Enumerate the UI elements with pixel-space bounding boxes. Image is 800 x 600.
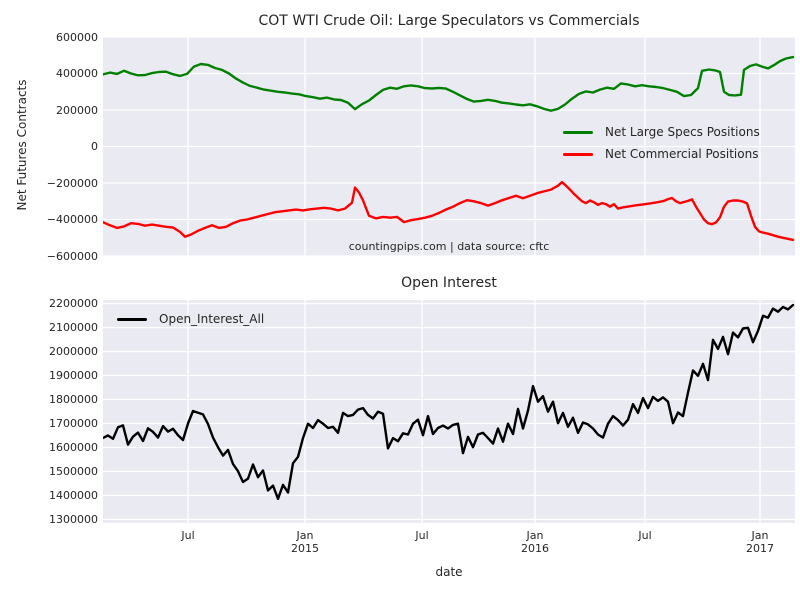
y-tick-label: 1300000 xyxy=(49,513,98,526)
bottom-plot-canvas xyxy=(103,300,795,523)
top-chart-y-axis-label: Net Futures Contracts xyxy=(15,79,29,211)
x-tick-label: Jan 2015 xyxy=(291,529,319,555)
y-tick-label: 200000 xyxy=(56,104,98,117)
watermark-annotation: countingpips.com | data source: cftc xyxy=(348,240,550,253)
legend-label-open-interest: Open_Interest_All xyxy=(159,312,265,326)
x-tick-label: Jan 2016 xyxy=(521,529,549,555)
y-tick-label: −400000 xyxy=(46,213,98,226)
y-tick-label: 1800000 xyxy=(49,393,98,406)
top-chart-title: COT WTI Crude Oil: Large Speculators vs … xyxy=(258,13,640,29)
y-tick-label: 600000 xyxy=(56,31,98,44)
legend-label-commercials: Net Commercial Positions xyxy=(605,147,759,161)
bottom-chart-legend: Open_Interest_All xyxy=(117,308,264,330)
bottom-chart-title: Open Interest xyxy=(401,275,497,291)
green-line-swatch xyxy=(563,130,593,134)
legend-item-open-interest: Open_Interest_All xyxy=(117,308,264,330)
x-tick-label: Jul xyxy=(415,529,429,542)
y-tick-label: 2100000 xyxy=(49,321,98,334)
y-tick-label: 0 xyxy=(91,140,98,153)
y-tick-label: 1400000 xyxy=(49,489,98,502)
y-tick-label: 1500000 xyxy=(49,465,98,478)
bottom-plot-area: Open_Interest_All xyxy=(103,300,795,523)
legend-item-commercials: Net Commercial Positions xyxy=(563,143,760,165)
black-line-swatch xyxy=(117,317,147,321)
y-tick-label: 1600000 xyxy=(49,441,98,454)
x-tick-label: Jan 2017 xyxy=(746,529,774,555)
legend-label-large-specs: Net Large Specs Positions xyxy=(605,125,760,139)
y-tick-label: 400000 xyxy=(56,67,98,80)
x-tick-label: Jul xyxy=(181,529,195,542)
y-tick-label: 1700000 xyxy=(49,417,98,430)
top-chart-legend: Net Large Specs Positions Net Commercial… xyxy=(563,121,760,165)
top-plot-canvas xyxy=(103,37,795,256)
top-plot-area: Net Large Specs Positions Net Commercial… xyxy=(103,37,795,256)
y-tick-label: −600000 xyxy=(46,250,98,263)
x-axis-label: date xyxy=(435,565,463,579)
y-tick-label: −200000 xyxy=(46,177,98,190)
red-line-swatch xyxy=(563,152,593,156)
y-tick-label: 1900000 xyxy=(49,369,98,382)
legend-item-large-specs: Net Large Specs Positions xyxy=(563,121,760,143)
x-tick-label: Jul xyxy=(638,529,652,542)
y-tick-label: 2000000 xyxy=(49,345,98,358)
y-tick-label: 2200000 xyxy=(49,297,98,310)
